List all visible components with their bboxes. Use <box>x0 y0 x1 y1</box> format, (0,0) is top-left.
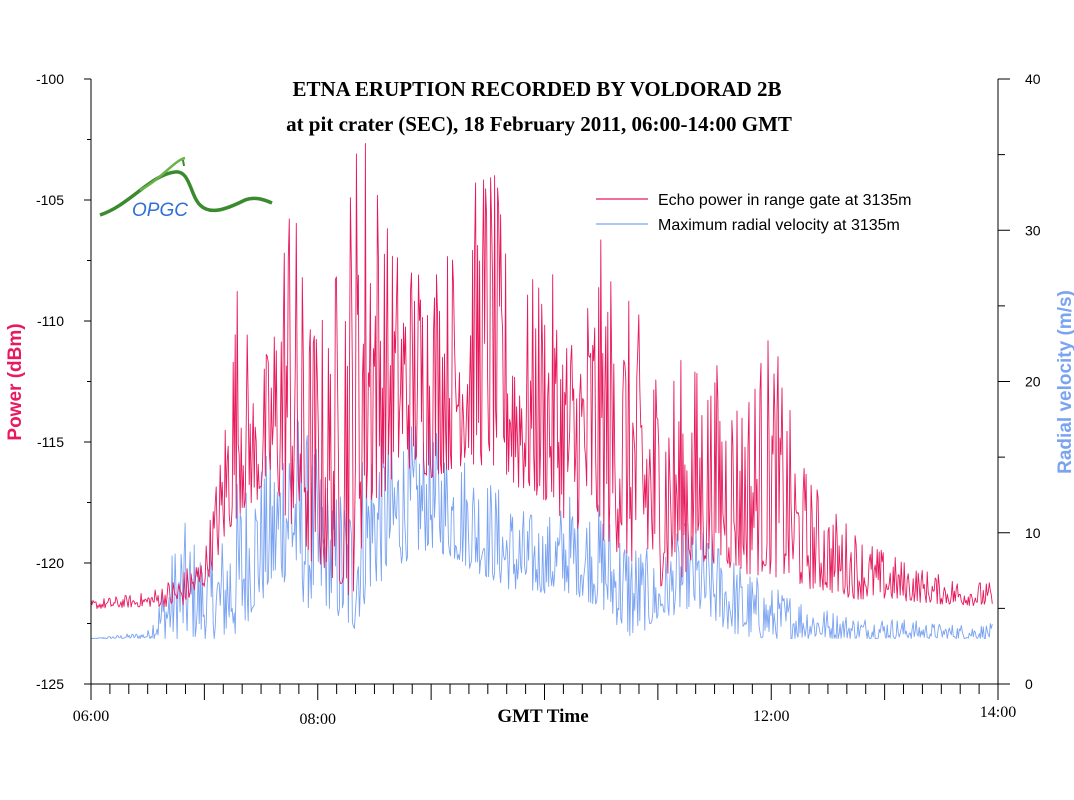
y-right-tick-label: 0 <box>1025 676 1033 692</box>
legend: Echo power in range gate at 3135m Maximu… <box>596 192 912 234</box>
x-tick-label: 12:00 <box>753 708 789 725</box>
y-right-tick-label: 30 <box>1025 222 1041 238</box>
y-right-tick-label: 40 <box>1025 71 1041 87</box>
y-right-tick-label: 20 <box>1025 374 1041 390</box>
x-tick-label: 08:00 <box>300 711 336 728</box>
y-left-tick-label: -100 <box>36 71 64 87</box>
series-layer <box>90 143 993 640</box>
x-tick-label: 14:00 <box>980 704 1016 721</box>
ticks: -100 -105 -110 -115 -120 -125 40 30 20 10 0 06:00 08… <box>36 71 1041 728</box>
y-left-tick-label: -125 <box>36 676 64 692</box>
legend-label-velocity: Maximum radial velocity at 3135m <box>658 217 900 234</box>
y-left-tick-label: -110 <box>37 313 64 329</box>
y-left-tick-label: -120 <box>36 555 64 571</box>
y-left-axis-label: Power (dBm) <box>5 323 26 440</box>
y-left-tick-label: -105 <box>36 192 64 208</box>
y-right-axis-label: Radial velocity (m/s) <box>1055 290 1074 474</box>
legend-label-power: Echo power in range gate at 3135m <box>658 192 912 209</box>
opgc-logo: OPGC <box>99 156 273 221</box>
x-axis-label: GMT Time <box>497 706 588 727</box>
y-left-tick-label: -115 <box>37 434 64 450</box>
chart-subtitle: at pit crater (SEC), 18 February 2011, 0… <box>286 112 792 136</box>
chart-title: ETNA ERUPTION RECORDED BY VOLDORAD 2B <box>292 77 781 101</box>
series-radial-velocity-line <box>91 418 993 640</box>
logo-text: OPGC <box>132 200 188 221</box>
y-right-tick-label: 10 <box>1025 525 1041 541</box>
series-echo-power-line <box>90 143 993 610</box>
x-tick-label: 06:00 <box>73 708 109 725</box>
